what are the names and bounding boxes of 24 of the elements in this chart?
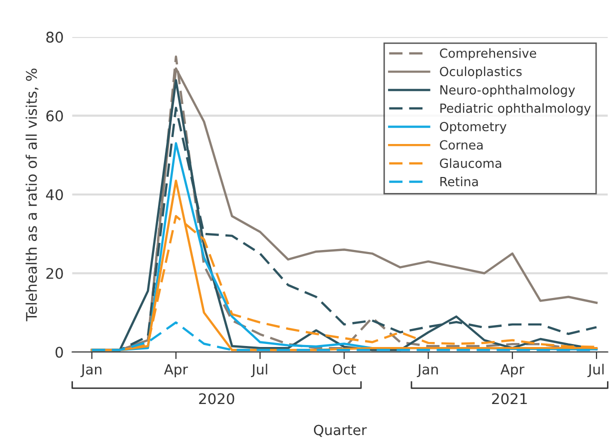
legend-label: Glaucoma xyxy=(440,158,502,168)
x-tick-label: Jan xyxy=(80,364,102,378)
x-tick-label: Apr xyxy=(164,364,188,378)
legend-label: Neuro-ophthalmology xyxy=(440,84,575,98)
legend-label: Oculoplastics xyxy=(440,66,522,79)
y-tick-label: 60 xyxy=(46,110,63,122)
y-axis-title: Telehealth as a ratio of all visits, % xyxy=(26,68,38,322)
y-tick-label: 80 xyxy=(46,32,63,43)
legend-label: Comprehensive xyxy=(440,48,536,60)
legend-label: Retina xyxy=(440,176,478,186)
legend-label: Pediatric ophthalmology xyxy=(440,103,591,116)
y-tick-label: 40 xyxy=(46,189,63,200)
x-axis-title: Quarter xyxy=(314,424,367,437)
x-tick-label: Apr xyxy=(500,364,524,378)
x-tick-label: Jul xyxy=(587,364,604,378)
x-tick-label: Oct xyxy=(332,364,356,375)
y-tick-label: 0 xyxy=(56,346,63,358)
legend-label: Optometry xyxy=(440,122,506,134)
legend-label: Cornea xyxy=(440,140,483,150)
text: 2021 xyxy=(492,393,527,404)
x-tick-label: Jan xyxy=(416,364,438,378)
text: 2020 xyxy=(199,393,234,404)
y-tick-label: 20 xyxy=(46,268,63,279)
x-tick-label: Jul xyxy=(250,364,268,378)
